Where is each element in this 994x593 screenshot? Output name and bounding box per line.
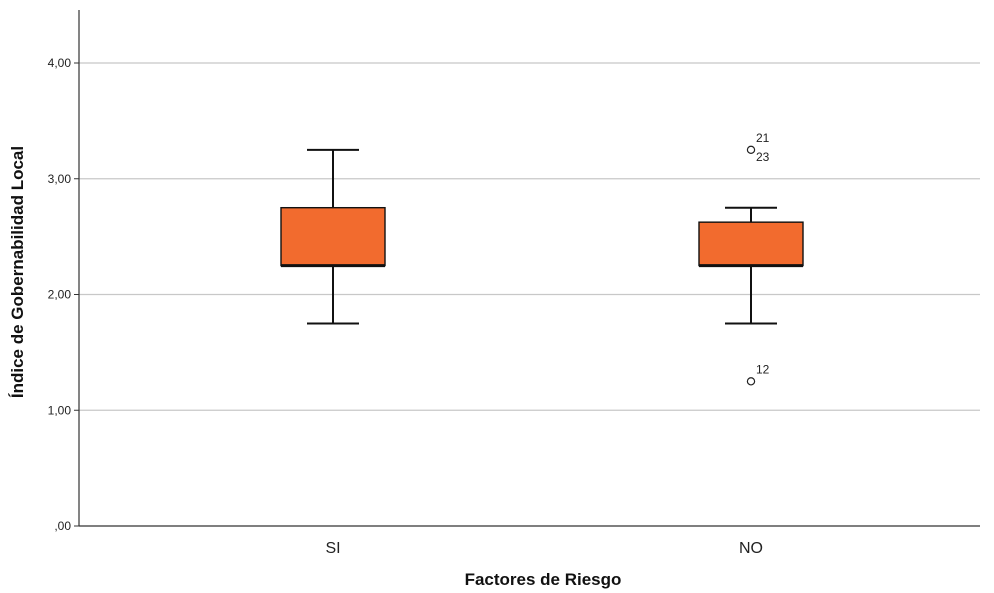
x-tick-label-si: SI [325,540,340,557]
y-tick-label: 4,00 [48,56,72,70]
y-tick-label: 2,00 [48,288,72,302]
x-axis-title: Factores de Riesgo [465,570,622,589]
x-tick-label-no: NO [739,540,763,557]
iqr-box [698,221,804,267]
box-no: 21 23 12 [698,131,804,386]
x-tick-labels: SI NO [325,540,763,557]
outlier-point [746,145,756,155]
y-axis-title: Índice de Gobernabilidad Local [8,146,27,398]
outlier-label: 23 [756,150,770,164]
gridlines [79,62,980,411]
axes [74,10,980,527]
outlier-label: 12 [756,362,770,376]
box-si [280,148,386,325]
boxes: 21 23 12 [280,131,804,386]
y-tick-label: 3,00 [48,172,72,186]
outlier-label: 21 [756,131,770,145]
iqr-box [280,206,386,267]
y-tick-label: ,00 [54,519,71,533]
y-tick-label: 1,00 [48,403,72,417]
y-tick-labels: ,00 1,00 2,00 3,00 4,00 [48,56,72,533]
outlier-point [746,377,756,386]
